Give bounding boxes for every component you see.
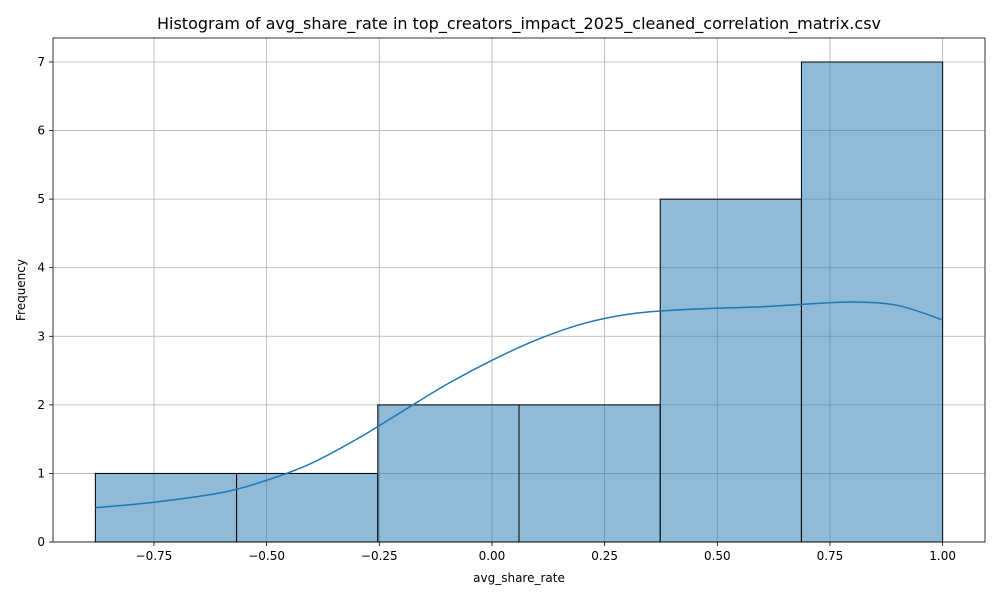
chart-title: Histogram of avg_share_rate in top_creat… [157, 14, 881, 34]
x-tick-label: 0.00 [479, 549, 506, 563]
plot-frame [52, 37, 986, 543]
y-tick-label: 1 [37, 466, 45, 480]
x-tick-label: 0.25 [591, 549, 618, 563]
x-tick-label: 1.00 [929, 549, 956, 563]
y-tick-label: 5 [37, 192, 45, 206]
x-tick-label: −0.25 [361, 549, 398, 563]
histogram-bar [659, 198, 802, 543]
y-axis-label: Frequency [14, 259, 28, 321]
y-tick-label: 3 [37, 329, 45, 343]
y-tick-label: 6 [37, 124, 45, 138]
x-tick-label: 0.75 [817, 549, 844, 563]
y-tick-label: 4 [37, 261, 45, 275]
histogram-bar [518, 404, 661, 543]
kde-curve [95, 301, 943, 509]
x-tick-label: 0.50 [704, 549, 731, 563]
histogram-bar [377, 404, 520, 543]
x-tick-label: −0.50 [248, 549, 285, 563]
y-tick-label: 2 [37, 398, 45, 412]
y-tick-label: 0 [37, 535, 45, 549]
y-tick-label: 7 [37, 55, 45, 69]
x-tick-label: −0.75 [136, 549, 173, 563]
x-axis-label: avg_share_rate [473, 571, 565, 585]
histogram-bar [94, 472, 238, 543]
histogram-bar [236, 472, 379, 543]
